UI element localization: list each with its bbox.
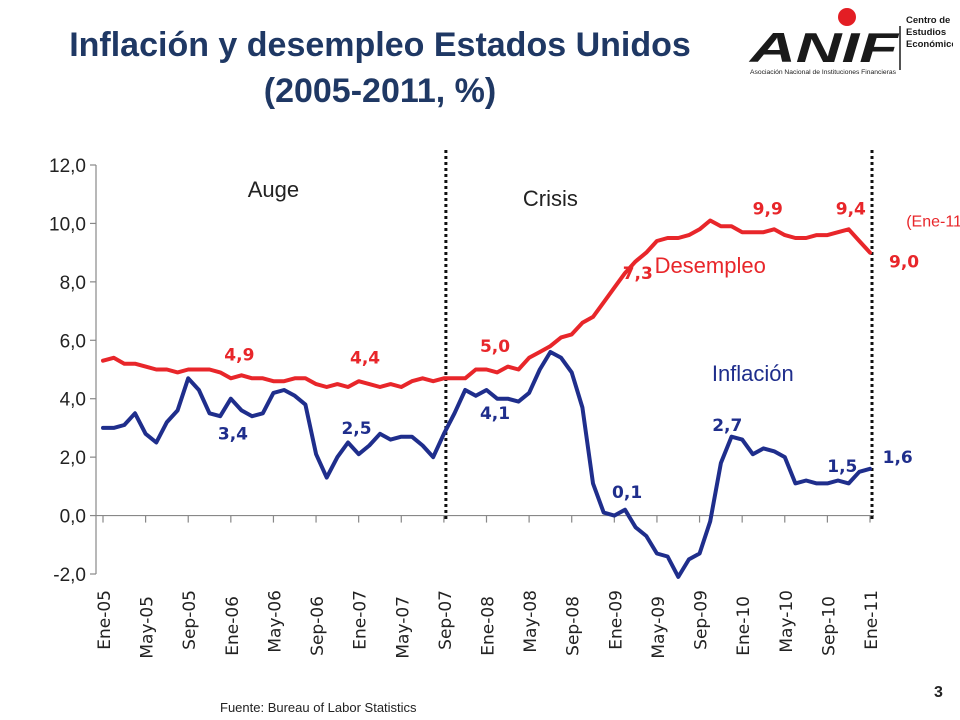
logo-side-text-1: Centro de <box>906 15 950 26</box>
x-tick-label: May-09 <box>649 596 669 659</box>
data-label: 0,1 <box>612 483 642 503</box>
logo-red-dot <box>838 8 856 26</box>
data-label: 7,3 <box>623 264 653 284</box>
x-tick-label: Sep-06 <box>308 596 328 656</box>
y-tick-label: 2,0 <box>60 448 86 469</box>
period-label: Auge <box>248 177 299 202</box>
chart-title-line2: (2005-2011, %) <box>263 72 497 110</box>
series-lines <box>101 218 872 579</box>
series-name-label: Desempleo <box>655 253 766 278</box>
logo-subtitle: Asociación Nacional de Instituciones Fin… <box>750 69 897 76</box>
x-tick-label: May-10 <box>777 590 797 653</box>
logo-wordmark: ANIF <box>748 24 900 71</box>
logo-side-text-2: Estudios <box>906 27 946 38</box>
y-tick-label: 12,0 <box>49 156 86 177</box>
data-label: 2,5 <box>341 419 371 439</box>
data-label: 5,0 <box>480 337 510 357</box>
series-line-inflacion <box>101 350 872 579</box>
series-line-desempleo <box>101 218 872 389</box>
x-tick-label: Sep-10 <box>819 596 839 656</box>
anif-logo: ANIF Asociación Nacional de Institucione… <box>748 8 953 76</box>
y-tick-label: -2,0 <box>53 565 86 586</box>
note-label: (Ene-11) <box>906 213 960 230</box>
x-tick-label: May-08 <box>521 590 541 653</box>
x-tick-label: Ene-05 <box>95 590 115 650</box>
data-label: 9,4 <box>836 200 866 220</box>
x-tick-label: Ene-11 <box>862 590 882 650</box>
chart-title: Inflación y desempleo Estados Unidos (20… <box>20 22 740 114</box>
data-label: 4,9 <box>224 346 254 366</box>
x-tick-label: May-06 <box>265 590 285 653</box>
chart-labels: Auge Crisis Desempleo Inflación 4,9 4,4 5,0 7,3… <box>218 177 960 503</box>
y-tick-label: 0,0 <box>60 507 86 528</box>
x-tick-label: Sep-07 <box>436 590 456 650</box>
x-tick-label: Sep-08 <box>564 596 584 656</box>
chart-axes: 12,0 10,0 8,0 6,0 4,0 2,0 0,0 -2,0 Ene-05 May-05 S… <box>49 156 882 659</box>
x-tick-label: Ene-08 <box>479 596 499 656</box>
data-label: 3,4 <box>218 425 248 445</box>
data-label: 2,7 <box>712 416 742 436</box>
data-label: 1,5 <box>827 457 857 477</box>
logo-side-text-3: Económicos <box>906 39 953 50</box>
x-tick-label: May-07 <box>393 596 413 659</box>
data-label: 4,4 <box>350 349 380 369</box>
data-label: 4,1 <box>480 404 510 424</box>
y-tick-label: 8,0 <box>60 273 86 294</box>
page-number: 3 <box>934 684 943 701</box>
y-tick-label: 6,0 <box>60 331 86 352</box>
x-tick-label: Sep-05 <box>180 590 200 650</box>
chart-title-line1: Inflación y desempleo Estados Unidos <box>69 26 691 64</box>
x-tick-label: Ene-09 <box>606 590 626 650</box>
period-label: Crisis <box>523 186 578 211</box>
data-label: 9,0 <box>889 252 919 272</box>
period-dividers <box>444 150 874 522</box>
y-tick-label: 4,0 <box>60 390 86 411</box>
x-tick-label: May-05 <box>138 596 158 659</box>
data-label: 1,6 <box>883 448 913 468</box>
x-tick-label: Sep-09 <box>692 590 712 650</box>
x-tick-label: Ene-07 <box>351 590 371 650</box>
y-tick-label: 10,0 <box>49 214 86 235</box>
data-label: 9,9 <box>753 200 783 220</box>
x-tick-label: Ene-10 <box>734 596 754 656</box>
series-name-label: Inflación <box>712 361 794 386</box>
source-note: Fuente: Bureau of Labor Statistics <box>220 700 417 715</box>
x-tick-label: Ene-06 <box>223 596 243 656</box>
